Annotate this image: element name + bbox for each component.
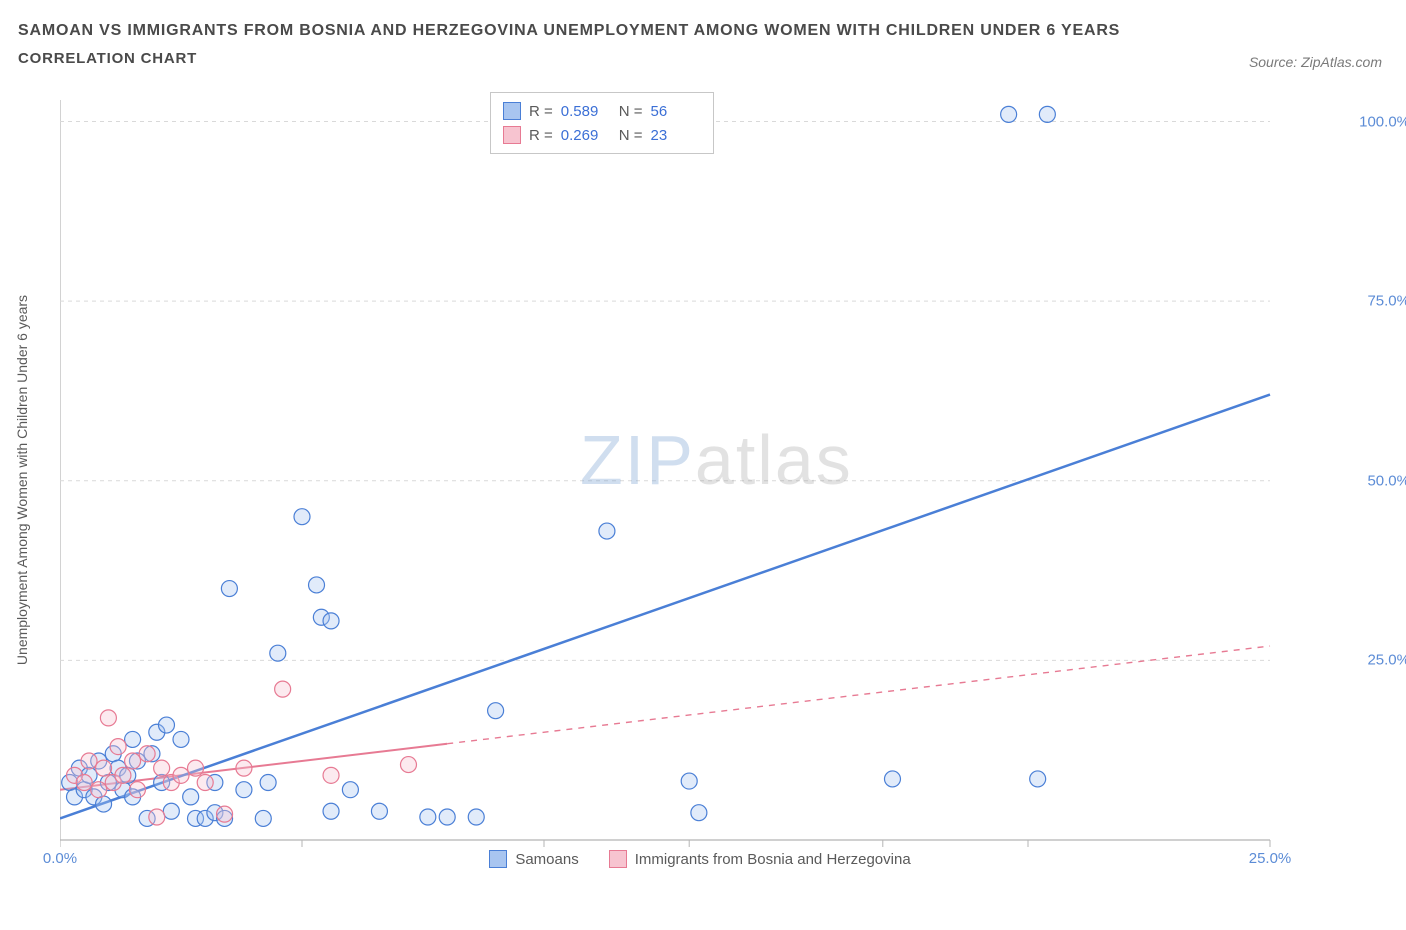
n-value: 56 [651, 103, 701, 120]
y-axis-label: Unemployment Among Women with Children U… [14, 295, 30, 665]
scatter-chart [60, 90, 1340, 870]
chart-title-line2: CORRELATION CHART [18, 50, 1388, 67]
stats-row: R = 0.589 N = 56 [503, 99, 701, 123]
n-label: N = [619, 103, 643, 120]
y-tick-label: 100.0% [1359, 113, 1406, 130]
y-tick-label: 75.0% [1367, 293, 1406, 310]
series-swatch [503, 126, 521, 144]
n-label: N = [619, 127, 643, 144]
series-swatch [609, 850, 627, 868]
legend-label: Samoans [515, 851, 578, 868]
source-attribution: Source: ZipAtlas.com [1249, 54, 1382, 70]
legend-item: Immigrants from Bosnia and Herzegovina [609, 850, 911, 868]
plot-area: ZIPatlas R =0.589N =56R =0.269N =23 Samo… [60, 90, 1340, 870]
r-value: 0.269 [561, 127, 611, 144]
r-label: R = [529, 103, 553, 120]
chart-title-line1: SAMOAN VS IMMIGRANTS FROM BOSNIA AND HER… [18, 18, 1388, 44]
legend-label: Immigrants from Bosnia and Herzegovina [635, 851, 911, 868]
y-tick-label: 25.0% [1367, 652, 1406, 669]
legend-item: Samoans [489, 850, 578, 868]
x-tick-label: 0.0% [43, 850, 77, 867]
r-label: R = [529, 127, 553, 144]
x-tick-label: 25.0% [1249, 850, 1292, 867]
r-value: 0.589 [561, 103, 611, 120]
series-swatch [503, 102, 521, 120]
stats-row: R = 0.269 N = 23 [503, 123, 701, 147]
stats-legend: R = 0.589 N = 56 R = 0.269 N = 23 [490, 92, 714, 154]
y-tick-label: 50.0% [1367, 472, 1406, 489]
series-swatch [489, 850, 507, 868]
series-legend: Samoans Immigrants from Bosnia and Herzeg… [60, 850, 1340, 868]
n-value: 23 [651, 127, 701, 144]
